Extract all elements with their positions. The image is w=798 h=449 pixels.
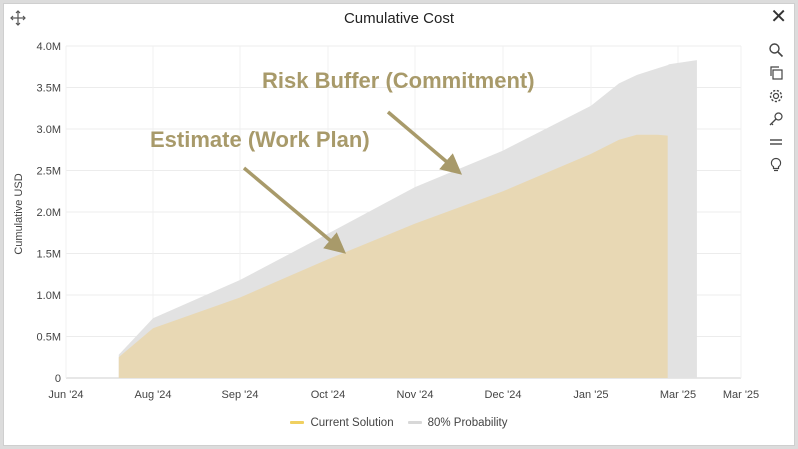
annotation-estimate: Estimate (Work Plan) (150, 127, 370, 152)
search-icon[interactable] (766, 40, 786, 60)
chart-window: Cumulative Cost ✕ Cumulative USD 0 0.5M 1.… (3, 3, 795, 446)
x-tick-label: Jun '24 (48, 389, 83, 401)
x-tick-label: Aug '24 (135, 389, 172, 401)
y-tick-label: 3.0M (37, 124, 61, 136)
x-tick-label: Sep '24 (222, 389, 259, 401)
y-tick-label: 0.5M (37, 332, 61, 344)
chart-annotations: Risk Buffer (Commitment) Estimate (Work P… (150, 68, 535, 254)
y-axis-ticks: 0 0.5M 1.0M 1.5M 2.0M 2.5M 3.0M 3.5M 4.0M (37, 41, 61, 385)
y-axis-label: Cumulative USD (13, 173, 25, 254)
legend-swatch (407, 421, 422, 424)
side-toolbar (766, 40, 788, 178)
x-axis-ticks: Jun '24 Aug '24 Sep '24 Oct '24 Nov '24 Dec '… (48, 389, 759, 401)
chart-areas (118, 60, 697, 379)
y-tick-label: 2.0M (37, 207, 61, 219)
chart-legend: Current Solution 80% Probability (4, 415, 794, 429)
area-current-solution (118, 134, 668, 378)
settings-icon[interactable] (766, 86, 786, 106)
annotation-risk-buffer: Risk Buffer (Commitment) (262, 68, 535, 93)
legend-label: 80% Probability (427, 416, 508, 429)
copy-icon[interactable] (766, 63, 786, 83)
y-tick-label: 2.5M (37, 166, 61, 178)
x-tick-label: Dec '24 (485, 389, 522, 401)
x-tick-label: Mar '25 (723, 389, 759, 401)
y-tick-label: 0 (55, 373, 61, 385)
close-icon[interactable]: ✕ (770, 6, 787, 28)
legend-swatch (290, 421, 305, 424)
annotation-arrow (242, 166, 347, 254)
x-tick-label: Nov '24 (397, 389, 434, 401)
y-tick-label: 1.0M (37, 290, 61, 302)
y-tick-label: 3.5M (37, 83, 61, 95)
menu-icon[interactable] (766, 132, 786, 152)
lightbulb-icon[interactable] (766, 155, 786, 175)
key-icon[interactable] (766, 109, 786, 129)
annotation-arrow (386, 110, 463, 175)
legend-item-80-probability[interactable]: 80% Probability (407, 416, 508, 429)
chart-plot: Cumulative USD 0 0.5M 1.0M 1.5M 2.0M 2.5M 3.0M… (13, 41, 759, 401)
x-tick-label: Oct '24 (311, 389, 346, 401)
move-icon[interactable] (10, 10, 26, 26)
x-tick-label: Mar '25 (660, 389, 696, 401)
y-tick-label: 1.5M (37, 249, 61, 261)
y-tick-label: 4.0M (37, 41, 61, 53)
legend-label: Current Solution (310, 416, 394, 429)
legend-item-current-solution[interactable]: Current Solution (290, 416, 394, 429)
chart-title: Cumulative Cost (343, 10, 455, 27)
x-tick-label: Jan '25 (573, 389, 608, 401)
